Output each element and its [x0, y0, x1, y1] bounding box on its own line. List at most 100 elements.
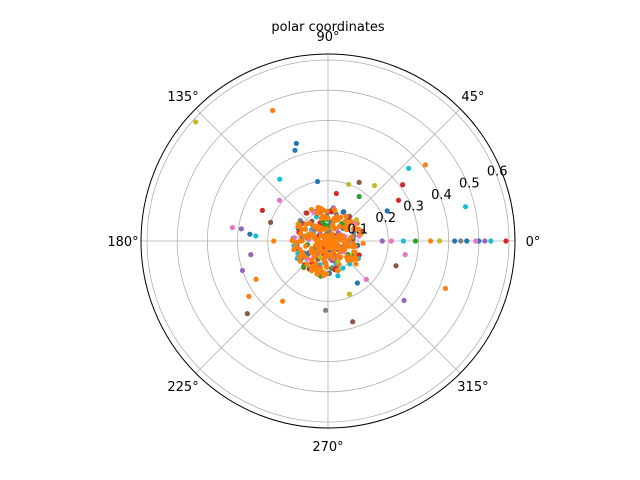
data-point — [388, 238, 394, 244]
data-point — [317, 265, 324, 271]
data-point — [320, 249, 326, 255]
data-point — [352, 249, 358, 255]
data-point — [422, 162, 429, 168]
data-point — [313, 242, 319, 248]
data-point — [406, 165, 412, 171]
data-point — [270, 107, 276, 114]
data-point — [346, 181, 352, 187]
data-point — [324, 271, 330, 277]
r-tick-label: 0.2 — [375, 211, 396, 226]
data-point — [313, 261, 319, 267]
data-point — [464, 238, 470, 244]
data-point — [253, 233, 259, 239]
data-point — [193, 119, 199, 125]
data-point — [340, 233, 346, 239]
data-point — [299, 249, 306, 256]
data-point — [352, 243, 358, 249]
data-point — [401, 297, 407, 304]
theta-tick-label: 315° — [457, 380, 488, 395]
data-point — [343, 213, 349, 220]
data-point — [348, 234, 354, 240]
data-point — [314, 178, 321, 185]
data-point — [335, 267, 341, 274]
data-point — [360, 240, 366, 247]
data-point — [488, 238, 494, 244]
data-point — [311, 234, 318, 240]
data-point — [442, 285, 449, 292]
data-point — [337, 249, 343, 255]
theta-tick-label: 180° — [107, 235, 138, 250]
data-point — [313, 224, 320, 230]
data-point — [320, 226, 326, 232]
data-point — [330, 242, 336, 248]
theta-tick-label: 225° — [167, 380, 198, 395]
data-point — [306, 220, 312, 226]
data-point — [308, 249, 314, 256]
r-tick-label: 0.5 — [459, 176, 480, 191]
data-point — [238, 226, 244, 232]
data-point — [303, 243, 309, 249]
data-point — [325, 215, 331, 221]
data-point — [335, 258, 341, 265]
chart-title: polar coordinates — [271, 20, 385, 35]
polar-frame — [140, 53, 516, 429]
data-point — [331, 226, 338, 232]
data-point — [297, 258, 303, 264]
data-point — [436, 238, 443, 244]
data-point — [309, 263, 315, 269]
data-point — [280, 298, 286, 304]
data-point — [229, 224, 236, 231]
data-point — [393, 263, 399, 269]
data-point — [345, 243, 352, 249]
data-point — [336, 223, 342, 229]
data-point — [315, 206, 321, 212]
data-point — [356, 179, 362, 186]
data-point — [304, 210, 310, 216]
data-point — [323, 262, 329, 268]
data-points — [193, 107, 509, 325]
data-point — [331, 206, 337, 213]
data-point — [324, 245, 330, 251]
theta-tick-label: 135° — [167, 90, 198, 105]
theta-tick-label: 90° — [316, 30, 339, 45]
data-point — [292, 244, 299, 250]
data-point — [276, 197, 283, 203]
data-point — [309, 267, 315, 273]
theta-tick-label: 45° — [461, 90, 484, 105]
data-point — [244, 311, 250, 317]
data-point — [253, 276, 259, 282]
data-point — [324, 208, 330, 214]
data-point — [322, 237, 328, 244]
data-point — [352, 254, 358, 260]
data-point — [277, 176, 283, 182]
data-point — [326, 235, 332, 242]
data-point — [331, 246, 337, 252]
data-point — [239, 267, 246, 274]
data-point — [271, 238, 277, 244]
data-point — [322, 254, 328, 260]
data-point — [322, 307, 329, 313]
data-point — [356, 193, 362, 200]
data-point — [458, 238, 464, 244]
data-point — [342, 218, 348, 224]
data-point — [297, 230, 304, 237]
data-point — [318, 215, 324, 221]
data-point — [330, 255, 336, 261]
data-point — [292, 147, 298, 153]
data-point — [298, 238, 304, 244]
theta-tick-label: 0° — [526, 235, 541, 250]
data-point — [247, 231, 253, 237]
data-point — [293, 239, 300, 246]
data-point — [400, 238, 407, 244]
r-tick-label: 0.6 — [487, 165, 508, 180]
data-point — [335, 273, 341, 279]
data-point — [318, 210, 324, 216]
data-point — [353, 217, 360, 223]
axis-labels: 0° 45° 90° 135° 180° 225° 270° 315° 0.1 0.2 0.3 0.4… — [107, 30, 540, 455]
data-point — [313, 264, 319, 271]
data-point — [412, 238, 419, 244]
data-point — [379, 238, 385, 244]
data-point — [482, 238, 488, 244]
data-point — [363, 276, 369, 282]
